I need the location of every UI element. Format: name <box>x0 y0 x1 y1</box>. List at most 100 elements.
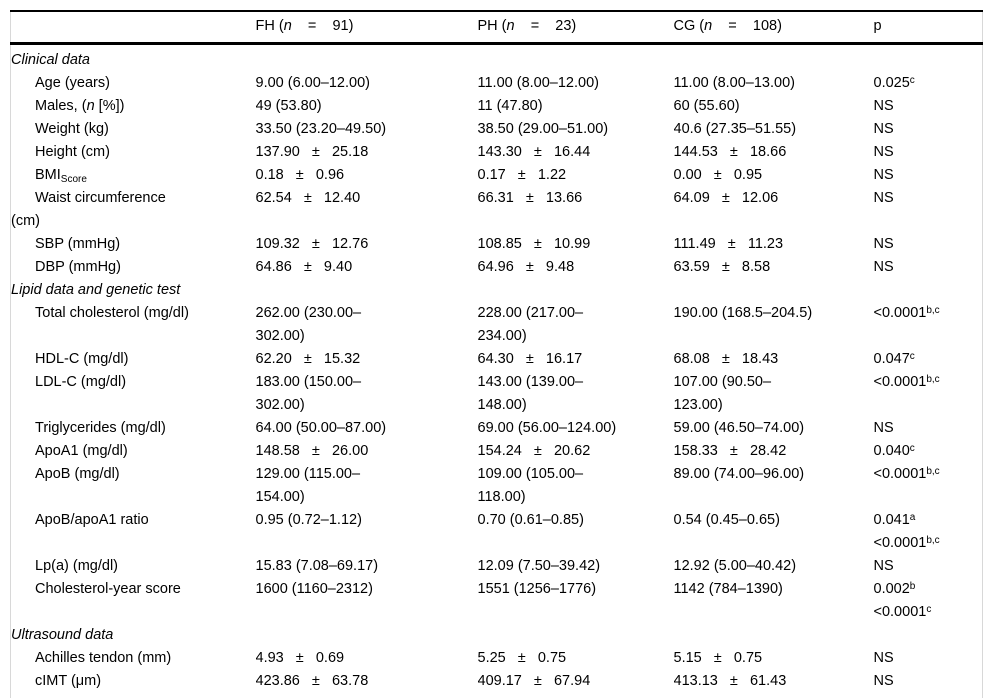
value-cell: 12.09 (7.50–39.42) <box>477 558 601 574</box>
value-cell: 9.00 (6.00–12.00) <box>255 75 370 91</box>
value-cell: 15.83 (7.08–69.17) <box>255 558 379 574</box>
data-row: DBP (mmHg) 64.86 ± 9.40 64.96 ± 9.48 63.59 … <box>11 256 983 279</box>
data-row: BMIScore 0.18 ± 0.96 0.17 ± 1.22 0.00 ± 0.9… <box>11 164 983 187</box>
column-header: FH (n = 91) <box>255 11 478 45</box>
value-cell: 40.6 (27.35–51.55) <box>673 121 797 137</box>
value-cell: 137.90 ± 25.18 <box>255 144 369 160</box>
value-cell: 64.96 ± 9.48 <box>477 259 575 275</box>
data-row: ApoA1 (mg/dl) 148.58 ± 26.00 154.24 ± 20.6… <box>11 440 983 463</box>
value-cell: 109.32 ± 12.76 <box>255 236 369 252</box>
p-value-cell: 0.002b <0.0001c <box>873 581 932 620</box>
data-row: Triglycerides (mg/dl) 64.00 (50.00–87.00)… <box>11 417 983 440</box>
column-header: CG (n = 108) <box>673 11 874 45</box>
p-value-cell: NS <box>873 144 894 160</box>
row-label-cell: cIMT (μm) <box>35 673 102 689</box>
data-row: cIMT (μm) 423.86 ± 63.78 409.17 ± 67.94 413… <box>11 670 983 698</box>
p-value-cell: NS <box>873 558 894 574</box>
value-cell: 64.00 (50.00–87.00) <box>255 420 387 436</box>
column-header: PH (n = 23) <box>477 11 674 45</box>
data-row: Achilles tendon (mm) 4.93 ± 0.69 5.25 ± 0.… <box>11 647 983 670</box>
value-cell: 0.00 ± 0.95 <box>673 167 763 183</box>
table-body: Clinical data Age (years) 9.00 (6.00–12.00… <box>11 44 983 698</box>
value-cell: 190.00 (168.5–204.5) <box>673 305 813 321</box>
row-label-cell: Triglycerides (mg/dl) <box>35 420 166 436</box>
value-cell: 0.54 (0.45–0.65) <box>673 512 780 528</box>
p-value-cell: 0.047c <box>873 351 915 367</box>
row-label-cell: Cholesterol-year score <box>35 581 181 597</box>
row-label-cell: Total cholesterol (mg/dl) <box>35 305 189 321</box>
row-label-cell: Height (cm) <box>35 144 110 160</box>
data-row: ApoB/apoA1 ratio 0.95 (0.72–1.12) 0.70 (0.… <box>11 509 983 555</box>
value-cell: 144.53 ± 18.66 <box>673 144 787 160</box>
row-label-cell: HDL-C (mg/dl) <box>35 351 129 367</box>
row-label-cell: Males, (n [%]) <box>35 98 125 114</box>
value-cell: 143.00 (139.00– 148.00) <box>477 374 584 413</box>
header-parameter-cell <box>10 11 256 45</box>
data-row: HDL-C (mg/dl) 62.20 ± 15.32 64.30 ± 16.17 6… <box>11 348 983 371</box>
row-label-cell: ApoB (mg/dl) <box>35 466 120 482</box>
data-row: Waist circumference (cm) 62.54 ± 12.40 66.… <box>11 187 983 233</box>
clinical-characteristics-table: FH (n = 91) PH (n = 23) CG (n = 108) p Clin… <box>10 10 983 698</box>
data-row: Age (years) 9.00 (6.00–12.00) 11.00 (8.00–… <box>11 72 983 95</box>
row-label-cell: Lp(a) (mg/dl) <box>35 558 118 574</box>
data-row: Males, (n [%]) 49 (53.80) 11 (47.80) 60 (55… <box>11 95 983 118</box>
section-row: Lipid data and genetic test <box>11 279 983 302</box>
value-cell: 89.00 (74.00–96.00) <box>673 466 805 482</box>
value-cell: 59.00 (46.50–74.00) <box>673 420 805 436</box>
value-cell: 0.18 ± 0.96 <box>255 167 345 183</box>
value-cell: 33.50 (23.20–49.50) <box>255 121 387 137</box>
data-row: Weight (kg) 33.50 (23.20–49.50) 38.50 (29.… <box>11 118 983 141</box>
p-value-cell: 0.040c <box>873 443 915 459</box>
value-cell: 38.50 (29.00–51.00) <box>477 121 609 137</box>
value-cell: 64.09 ± 12.06 <box>673 190 779 206</box>
section-title: Ultrasound data <box>11 627 114 643</box>
value-cell: 108.85 ± 10.99 <box>477 236 591 252</box>
value-cell: 107.00 (90.50– 123.00) <box>673 374 772 413</box>
p-value-cell: NS <box>873 190 894 206</box>
data-row: LDL-C (mg/dl) 183.00 (150.00– 302.00) 143.… <box>11 371 983 417</box>
value-cell: 63.59 ± 8.58 <box>673 259 771 275</box>
value-cell: 143.30 ± 16.44 <box>477 144 591 160</box>
p-value-cell: NS <box>873 98 894 114</box>
value-cell: 1142 (784–1390) <box>673 581 783 597</box>
value-cell: 5.15 ± 0.75 <box>673 650 763 666</box>
data-row: Lp(a) (mg/dl) 15.83 (7.08–69.17) 12.09 (7.… <box>11 555 983 578</box>
value-cell: 129.00 (115.00– 154.00) <box>255 466 361 505</box>
value-cell: 111.49 ± 11.23 <box>673 236 784 252</box>
section-row: Clinical data <box>11 44 983 73</box>
section-title: Lipid data and genetic test <box>11 282 181 298</box>
p-value-cell: NS <box>873 236 894 252</box>
value-cell: 228.00 (217.00– 234.00) <box>477 305 584 344</box>
value-cell: 64.30 ± 16.17 <box>477 351 583 367</box>
value-cell: 68.08 ± 18.43 <box>673 351 779 367</box>
p-value-cell: 0.041a <0.0001b,c <box>873 512 940 551</box>
value-cell: 49 (53.80) <box>255 98 322 114</box>
data-row: Total cholesterol (mg/dl) 262.00 (230.00–… <box>11 302 983 348</box>
row-label-cell: LDL-C (mg/dl) <box>35 374 127 390</box>
row-label-cell: Age (years) <box>35 75 110 91</box>
section-title: Clinical data <box>11 52 90 68</box>
p-value-cell: NS <box>873 121 894 137</box>
table-header: FH (n = 91) PH (n = 23) CG (n = 108) p <box>10 11 983 45</box>
value-cell: 62.54 ± 12.40 <box>255 190 361 206</box>
row-label-cell: Achilles tendon (mm) <box>35 650 172 666</box>
value-cell: 109.00 (105.00– 118.00) <box>477 466 584 505</box>
value-cell: 183.00 (150.00– 302.00) <box>255 374 362 413</box>
section-row: Ultrasound data <box>11 624 983 647</box>
data-row: ApoB (mg/dl) 129.00 (115.00– 154.00) 109.0… <box>11 463 983 509</box>
value-cell: 158.33 ± 28.42 <box>673 443 787 459</box>
value-cell: 262.00 (230.00– 302.00) <box>255 305 362 344</box>
data-row: Cholesterol-year score 1600 (1160–2312) 15… <box>11 578 983 624</box>
value-cell: 64.86 ± 9.40 <box>255 259 353 275</box>
p-value-cell: NS <box>873 650 894 666</box>
value-cell: 0.95 (0.72–1.12) <box>255 512 362 528</box>
value-cell: 5.25 ± 0.75 <box>477 650 567 666</box>
header-row: FH (n = 91) PH (n = 23) CG (n = 108) p <box>10 11 983 45</box>
column-header: p <box>873 11 983 45</box>
row-label-cell: ApoB/apoA1 ratio <box>35 512 149 528</box>
row-label-cell: SBP (mmHg) <box>35 236 121 252</box>
value-cell: 409.17 ± 67.94 <box>477 673 591 689</box>
row-label-cell: ApoA1 (mg/dl) <box>35 443 128 459</box>
value-cell: 413.13 ± 61.43 <box>673 673 787 689</box>
